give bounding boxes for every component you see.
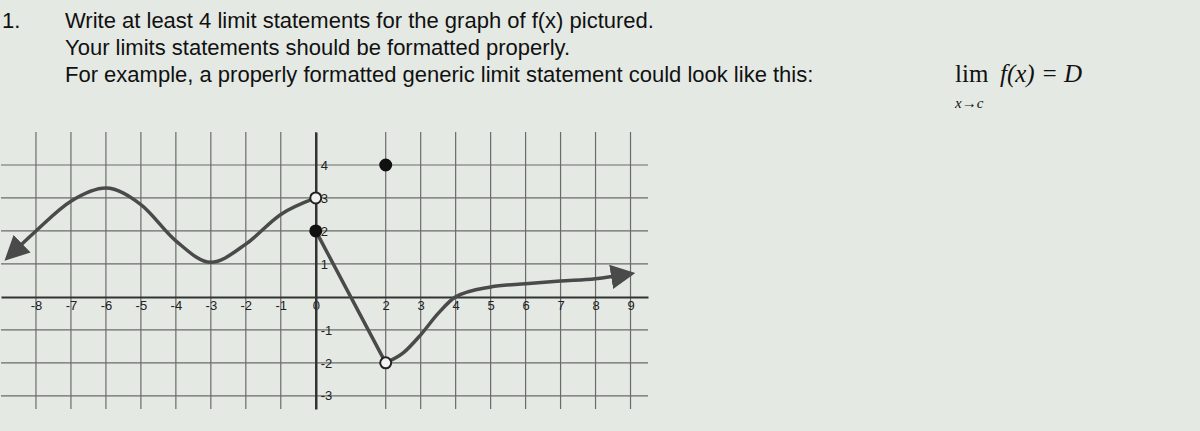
- x-tick: 2: [383, 297, 390, 313]
- x-tick-label: -1: [276, 298, 288, 313]
- question-line: Your limits statements should be formatt…: [65, 35, 570, 60]
- grid-line-x: [630, 132, 631, 409]
- grid-line-x: [490, 132, 491, 409]
- y-tick-label: 4: [321, 158, 328, 173]
- x-tick: 7: [557, 297, 564, 313]
- question: 1. Write at least 4 limit statements for …: [2, 8, 1082, 111]
- grid-line-x: [35, 132, 36, 409]
- x-tick: -4: [171, 297, 183, 313]
- y-axis: -3-2-11234: [316, 133, 333, 410]
- grid-line-x: [420, 132, 421, 409]
- y-tick: -2: [316, 355, 333, 370]
- plot-marks: [8, 159, 631, 368]
- x-tick-label: 5: [488, 298, 495, 313]
- function-curve: [316, 231, 386, 363]
- x-tick-label: -2: [241, 298, 253, 313]
- x-tick: -5: [136, 297, 148, 313]
- x-tick: -7: [66, 297, 78, 313]
- x-tick: 3: [418, 297, 425, 313]
- x-tick: 5: [488, 297, 495, 313]
- example-lim: lim: [955, 60, 989, 87]
- y-tick: 1: [316, 257, 328, 272]
- x-tick-label: -8: [31, 298, 43, 313]
- function-curve: [8, 188, 316, 262]
- x-tick: -8: [31, 297, 43, 313]
- grid-line-x: [70, 132, 71, 409]
- closed-point: [310, 225, 321, 236]
- x-tick: 6: [522, 297, 529, 313]
- y-tick: -3: [316, 388, 333, 403]
- grid-line-x: [280, 132, 281, 409]
- grid-line-x: [175, 132, 176, 409]
- y-tick-label: -1: [321, 323, 333, 338]
- grid-line-x: [140, 132, 141, 409]
- grid-line-x: [525, 132, 526, 409]
- grid-line-x: [105, 132, 106, 409]
- x-tick-label: -7: [66, 298, 78, 313]
- y-tick-label: 1: [321, 257, 328, 272]
- y-tick: 4: [316, 158, 328, 173]
- x-tick-label: 7: [557, 298, 564, 313]
- open-point: [380, 357, 391, 368]
- example-expression: f(x) = D: [1000, 60, 1082, 88]
- x-tick-label: -6: [101, 298, 113, 313]
- worksheet: 1. Write at least 4 limit statements for …: [0, 0, 1200, 431]
- y-tick-label: -2: [321, 355, 333, 370]
- question-line: Write at least 4 limit statements for th…: [65, 8, 654, 33]
- x-axis-line: [2, 296, 649, 298]
- x-tick-label: -4: [171, 298, 183, 313]
- x-tick-label: 3: [418, 298, 425, 313]
- grid-line-x: [245, 132, 246, 409]
- example-subscript: x→c: [954, 95, 984, 111]
- x-tick: -3: [206, 297, 218, 313]
- y-tick: -1: [316, 323, 333, 338]
- x-tick: -1: [276, 297, 288, 313]
- grid-line-x: [210, 132, 211, 409]
- x-tick-label: 9: [627, 298, 634, 313]
- x-tick: 9: [627, 297, 634, 313]
- x-axis: -8-7-6-5-4-3-2-1023456789: [2, 297, 649, 313]
- y-tick-label: -3: [321, 388, 333, 403]
- x-tick-label: 6: [522, 298, 529, 313]
- closed-point: [380, 159, 391, 170]
- x-tick-label: -5: [136, 298, 148, 313]
- y-axis-line: [315, 133, 318, 410]
- x-tick-label: 8: [592, 298, 599, 313]
- function-curve: [386, 274, 631, 363]
- grid-line-x: [595, 132, 596, 409]
- grid-line-x: [455, 132, 456, 409]
- x-tick-label: -3: [206, 298, 218, 313]
- x-tick: -2: [241, 297, 253, 313]
- question-line: For example, a properly formatted generi…: [65, 62, 813, 87]
- x-tick-label: 2: [383, 298, 390, 313]
- grid-line-x: [560, 132, 561, 409]
- grid-line-x: [315, 132, 316, 409]
- question-number: 1.: [2, 8, 20, 33]
- open-point: [310, 192, 321, 203]
- grid: [1, 132, 648, 409]
- x-tick: 8: [592, 297, 599, 313]
- x-tick: -6: [101, 297, 113, 313]
